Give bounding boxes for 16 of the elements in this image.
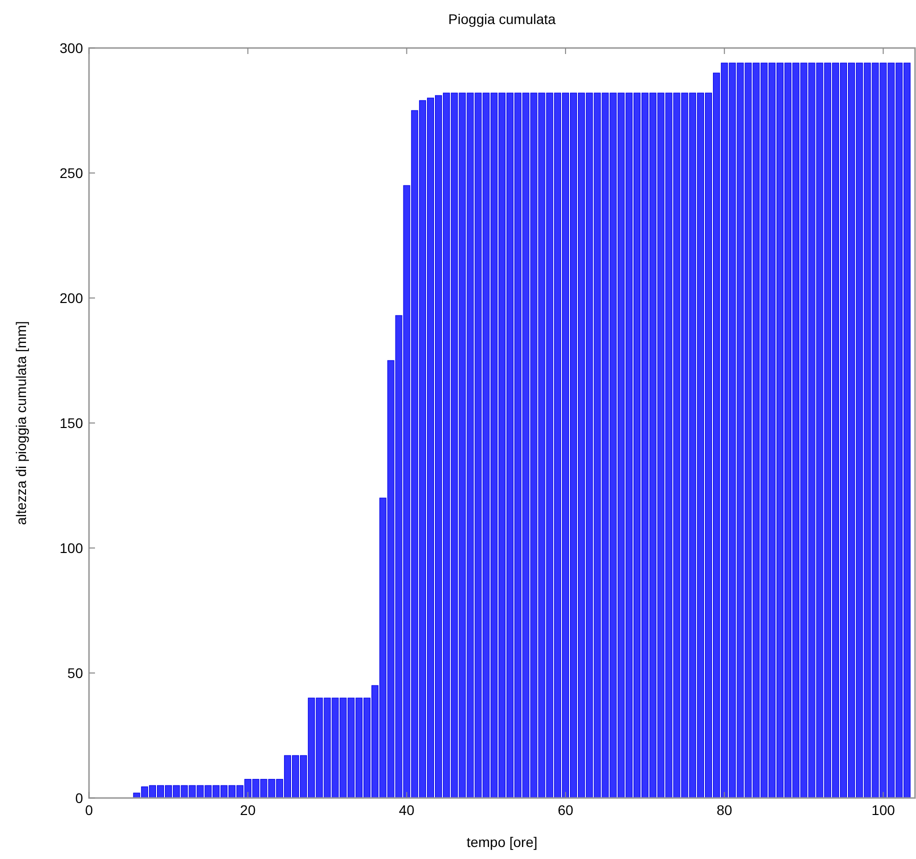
- x-tick-label: 0: [85, 802, 94, 818]
- y-tick-label: 300: [60, 40, 84, 56]
- y-tick-label: 0: [75, 790, 84, 806]
- x-tick-label: 100: [872, 802, 896, 818]
- y-axis-title: altezza di pioggia cumulata [mm]: [13, 321, 29, 525]
- y-tick-label: 250: [60, 165, 84, 181]
- x-axis-title: tempo [ore]: [466, 834, 538, 850]
- y-tick-label: 100: [60, 540, 84, 556]
- chart-title: Pioggia cumulata: [448, 11, 556, 27]
- y-tick-label: 50: [67, 665, 84, 681]
- x-tick-label: 40: [398, 802, 415, 818]
- x-tick-label: 60: [558, 802, 574, 818]
- x-tick-label: 20: [240, 802, 256, 818]
- x-tick-label: 80: [716, 802, 732, 818]
- y-tick-label: 150: [60, 415, 84, 431]
- y-tick-label: 200: [60, 290, 84, 306]
